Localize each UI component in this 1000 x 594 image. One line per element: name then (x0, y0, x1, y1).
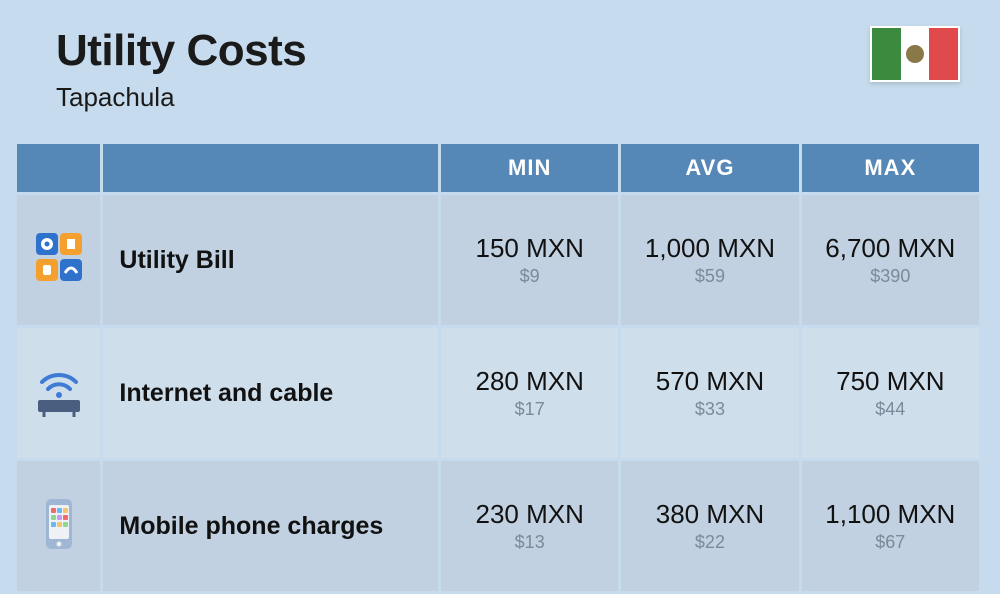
mxn-value: 380 MXN (621, 499, 798, 530)
header: Utility Costs Tapachula (0, 0, 1000, 141)
th-avg: AVG (621, 144, 798, 192)
mxn-value: 230 MXN (441, 499, 618, 530)
page-title: Utility Costs (56, 26, 306, 76)
cell-avg: 570 MXN $33 (621, 328, 798, 458)
usd-value: $59 (621, 266, 798, 287)
usd-value: $17 (441, 399, 618, 420)
cell-max: 750 MXN $44 (802, 328, 979, 458)
cell-min: 280 MXN $17 (441, 328, 618, 458)
cell-max: 1,100 MXN $67 (802, 461, 979, 591)
cell-avg: 380 MXN $22 (621, 461, 798, 591)
mxn-value: 1,000 MXN (621, 233, 798, 264)
mxn-value: 6,700 MXN (802, 233, 979, 264)
usd-value: $390 (802, 266, 979, 287)
usd-value: $13 (441, 532, 618, 553)
cell-icon (17, 195, 100, 325)
cell-icon (17, 328, 100, 458)
usd-value: $67 (802, 532, 979, 553)
usd-value: $44 (802, 399, 979, 420)
mxn-value: 750 MXN (802, 366, 979, 397)
internet-icon (30, 362, 88, 420)
th-empty-icon (17, 144, 100, 192)
mxn-value: 280 MXN (441, 366, 618, 397)
usd-value: $33 (621, 399, 798, 420)
header-text: Utility Costs Tapachula (56, 26, 306, 113)
table-row: Internet and cable 280 MXN $17 570 MXN $… (17, 328, 979, 458)
mxn-value: 570 MXN (621, 366, 798, 397)
th-min: MIN (441, 144, 618, 192)
mexico-flag-icon (870, 26, 960, 82)
usd-value: $9 (441, 266, 618, 287)
th-empty-label (103, 144, 438, 192)
th-max: MAX (802, 144, 979, 192)
table-row: Utility Bill 150 MXN $9 1,000 MXN $59 6,… (17, 195, 979, 325)
mxn-value: 1,100 MXN (802, 499, 979, 530)
table-row: Mobile phone charges 230 MXN $13 380 MXN… (17, 461, 979, 591)
utility-icon (30, 229, 88, 287)
usd-value: $22 (621, 532, 798, 553)
cell-label: Mobile phone charges (103, 461, 438, 591)
table-header-row: MIN AVG MAX (17, 144, 979, 192)
cell-min: 150 MXN $9 (441, 195, 618, 325)
cell-icon (17, 461, 100, 591)
page-subtitle: Tapachula (56, 82, 306, 113)
cell-label: Utility Bill (103, 195, 438, 325)
costs-table: MIN AVG MAX Utility Bill 150 MXN $ (0, 141, 1000, 594)
cell-max: 6,700 MXN $390 (802, 195, 979, 325)
phone-icon (30, 495, 88, 553)
cell-min: 230 MXN $13 (441, 461, 618, 591)
cell-avg: 1,000 MXN $59 (621, 195, 798, 325)
mxn-value: 150 MXN (441, 233, 618, 264)
cell-label: Internet and cable (103, 328, 438, 458)
